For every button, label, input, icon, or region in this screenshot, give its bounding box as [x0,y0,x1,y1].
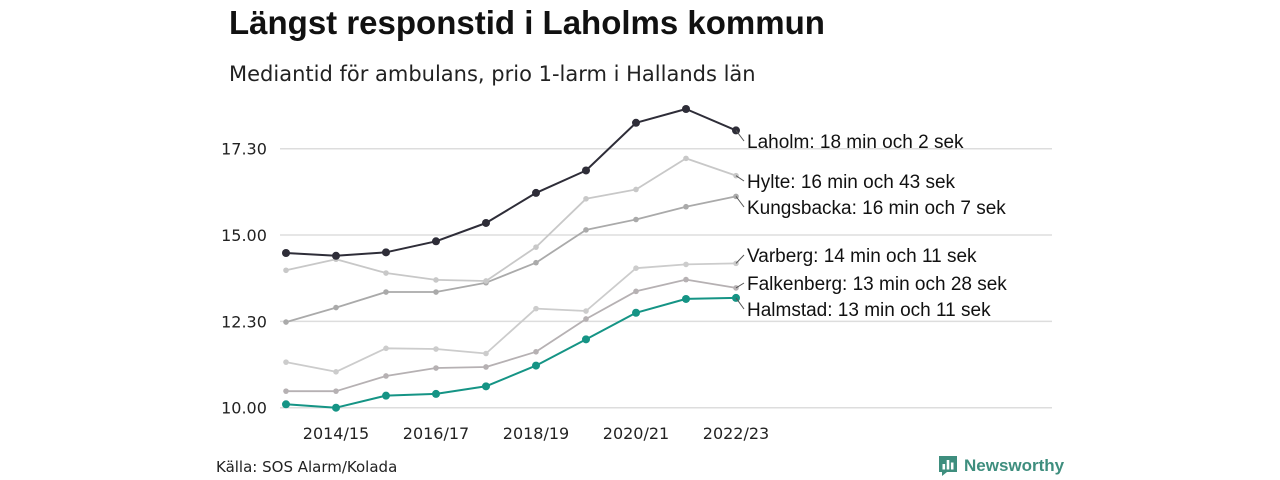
data-point-falkenberg [333,388,339,394]
label-leader-line [735,297,745,310]
series-line-laholm [285,108,737,257]
data-point-falkenberg [633,288,639,295]
data-point-kungsbacka [333,304,339,311]
data-point-laholm [432,237,440,246]
data-point-falkenberg [533,348,539,355]
data-point-falkenberg [283,388,289,394]
series-lines [285,108,737,409]
data-point-varberg [483,350,489,357]
y-tick-label: 15.00 [221,226,267,245]
data-point-hylte [633,186,639,193]
series-labels: Varberg: 14 min och 11 sek Falkenberg: 13… [735,130,1007,321]
series-line-falkenberg [286,278,737,393]
data-point-laholm [532,188,540,197]
data-point-kungsbacka [583,227,589,233]
data-point-hylte [583,195,589,202]
brand-logo: Newsworthy [938,455,1064,477]
data-point-varberg [283,359,289,365]
label-leader-line [735,196,745,208]
x-axis-ticks: 2014/15 2016/17 2018/19 2020/21 2022/23 [303,424,769,443]
chart-subtitle: Mediantid för ambulans, prio 1-larm i Ha… [229,62,756,86]
data-point-varberg [683,261,689,268]
data-point-kungsbacka [533,259,539,266]
data-point-halmstad [632,308,640,317]
label-leader-line [735,175,745,182]
newsworthy-logo-icon [939,456,957,476]
y-tick-label: 12.30 [221,312,267,331]
series-line-kungsbacka [285,195,737,323]
data-point-varberg [583,308,589,314]
data-point-falkenberg [733,285,739,291]
data-point-kungsbacka [283,319,289,325]
data-point-halmstad [682,294,690,303]
series-label-laholm: Laholm: 18 min och 2 sek [747,132,964,153]
data-point-halmstad [582,335,590,344]
data-point-falkenberg [683,276,689,283]
y-tick-label: 10.00 [221,399,267,418]
data-point-hylte [383,270,389,276]
data-point-hylte [533,244,539,250]
label-leader-line [735,282,745,289]
x-tick-label: 2020/21 [603,424,669,443]
series-label-hylte: Hylte: 16 min och 43 sek [747,172,956,193]
data-point-halmstad [382,391,390,400]
series-label-halmstad: Halmstad: 13 min och 11 sek [747,300,991,321]
data-point-falkenberg [383,373,389,379]
data-point-hylte [683,155,689,162]
data-point-kungsbacka [383,289,389,295]
x-tick-label: 2022/23 [703,424,769,443]
series-label-kungsbacka: Kungsbacka: 16 min och 7 sek [747,198,1006,219]
series-line-halmstad [285,296,737,409]
series-line-varberg [285,262,737,373]
data-point-laholm [682,104,690,113]
grid-lines [280,147,1052,409]
chart-title: Längst responstid i Laholms kommun [229,4,825,41]
data-point-hylte [283,267,289,274]
data-point-halmstad [432,389,440,398]
data-point-laholm [582,166,590,175]
x-tick-label: 2014/15 [303,424,369,443]
data-point-kungsbacka [433,289,439,295]
series-line-hylte [285,157,737,282]
data-point-hylte [433,277,439,283]
data-point-varberg [633,265,639,272]
data-point-laholm [282,249,290,258]
data-point-laholm [632,118,640,127]
series-points [282,104,740,412]
x-tick-label: 2018/19 [503,424,569,443]
data-point-laholm [482,218,490,227]
y-tick-label: 17.30 [221,140,267,159]
data-point-varberg [383,345,389,352]
data-point-kungsbacka [683,203,689,210]
series-label-varberg: Varberg: 14 min och 11 sek [747,246,977,267]
data-point-halmstad [482,382,490,391]
data-point-laholm [382,248,390,257]
data-point-kungsbacka [633,216,639,223]
label-leader-line [735,254,745,264]
data-point-falkenberg [433,365,439,371]
y-axis-ticks: 10.00 12.30 15.00 17.30 [221,140,267,418]
data-point-falkenberg [583,316,589,322]
data-point-varberg [333,369,339,375]
data-point-hylte [483,278,489,284]
label-leader-line [735,130,745,142]
x-tick-label: 2016/17 [403,424,469,443]
brand-name: Newsworthy [964,456,1065,475]
data-point-laholm [332,251,340,260]
data-point-varberg [533,305,539,312]
data-point-halmstad [332,403,340,412]
data-point-halmstad [282,400,290,409]
series-label-falkenberg: Falkenberg: 13 min och 28 sek [747,274,1007,295]
data-point-halmstad [532,361,540,370]
data-point-varberg [433,346,439,352]
source-note: Källa: SOS Alarm/Kolada [216,458,398,476]
data-point-falkenberg [483,364,489,370]
